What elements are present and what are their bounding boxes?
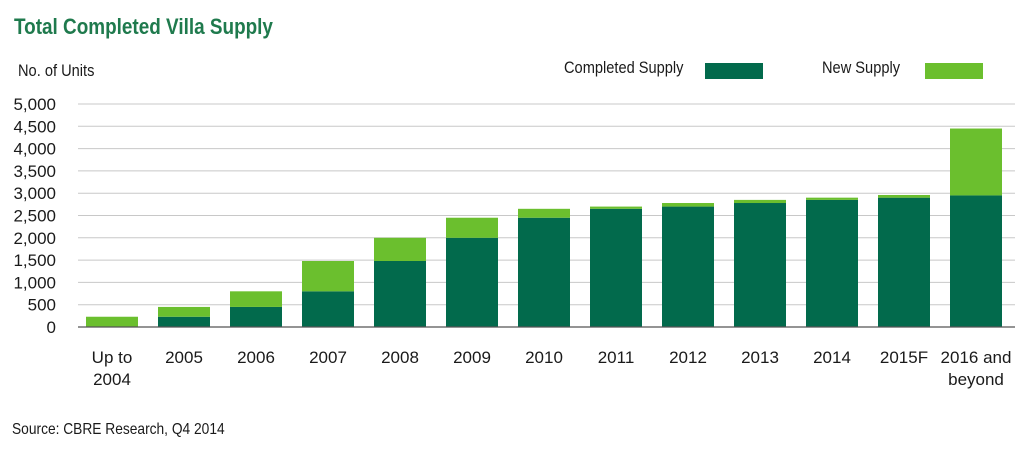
y-tick-label: 4,000 — [13, 140, 56, 159]
x-tick-label: 2015F — [880, 348, 928, 367]
x-tick-label: 2010 — [525, 348, 563, 367]
y-tick-label: 500 — [28, 296, 56, 315]
bar-new-supply — [878, 194, 930, 198]
bar-new-supply — [446, 217, 498, 238]
bar-new-supply — [230, 291, 282, 307]
bar-completed-supply — [950, 195, 1002, 327]
bar-completed-supply — [230, 306, 282, 327]
bar-completed-supply — [158, 316, 210, 327]
bar-completed-supply — [518, 217, 570, 327]
bar-new-supply — [518, 208, 570, 218]
x-tick-label: 2005 — [165, 348, 203, 367]
y-tick-label: 2,500 — [13, 207, 56, 226]
x-tick-label: 2016 and beyond — [941, 348, 1012, 389]
x-tick-label: 2013 — [741, 348, 779, 367]
x-tick-label: 2006 — [237, 348, 275, 367]
bar-completed-supply — [446, 237, 498, 327]
legend-swatch-new-supply — [925, 63, 983, 79]
bar-completed-supply — [878, 197, 930, 327]
y-tick-label: 0 — [47, 318, 56, 337]
legend-label-completed-supply: Completed Supply — [564, 58, 684, 77]
y-tick-label: 1,500 — [13, 251, 56, 270]
x-tick-label: Up to 2004 — [92, 348, 133, 389]
bar-new-supply — [86, 316, 138, 327]
bar-completed-supply — [302, 291, 354, 327]
bar-new-supply — [302, 260, 354, 292]
y-tick-label: 3,500 — [13, 162, 56, 181]
bar-completed-supply — [806, 199, 858, 327]
bar-completed-supply — [662, 206, 714, 327]
bar-completed-supply — [374, 260, 426, 327]
x-tick-label: 2012 — [669, 348, 707, 367]
x-tick-label: 2011 — [598, 348, 635, 367]
x-tick-label: 2007 — [309, 348, 347, 367]
legend-swatch-completed-supply — [705, 63, 763, 79]
y-tick-label: 1,000 — [13, 273, 56, 292]
y-tick-label: 2,000 — [13, 229, 56, 248]
y-tick-label: 5,000 — [13, 95, 56, 114]
bar-new-supply — [950, 128, 1002, 196]
x-tick-label: 2009 — [453, 348, 491, 367]
bar-new-supply — [734, 199, 786, 204]
y-axis-label: No. of Units — [18, 61, 95, 80]
x-tick-label: 2014 — [813, 348, 851, 367]
legend-label-new-supply: New Supply — [822, 58, 901, 77]
bar-new-supply — [374, 237, 426, 261]
source-note: Source: CBRE Research, Q4 2014 — [12, 421, 225, 438]
y-tick-label: 3,000 — [13, 184, 56, 203]
chart-title: Total Completed Villa Supply — [14, 14, 273, 39]
bar-new-supply — [590, 206, 642, 209]
bar-completed-supply — [734, 203, 786, 327]
y-tick-label: 4,500 — [13, 117, 56, 136]
bar-new-supply — [662, 203, 714, 207]
bar-new-supply — [158, 306, 210, 317]
bar-new-supply — [806, 197, 858, 200]
x-tick-label: 2008 — [381, 348, 419, 367]
bar-completed-supply — [590, 208, 642, 327]
